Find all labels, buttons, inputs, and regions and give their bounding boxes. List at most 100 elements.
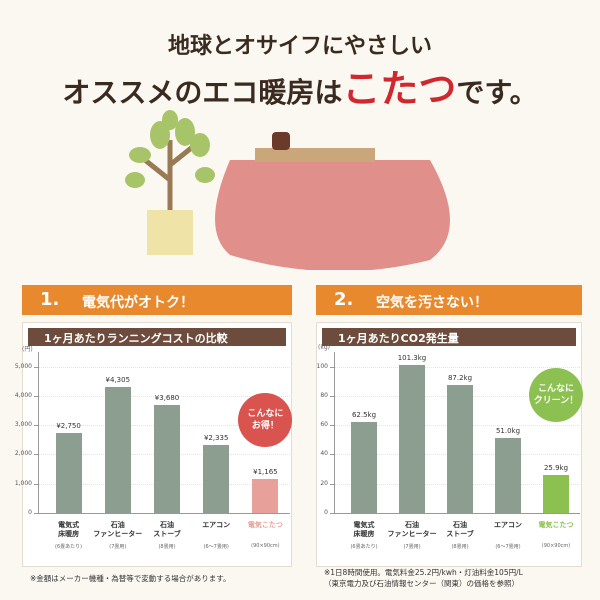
section-label: 空気を汚さない！ xyxy=(376,295,488,311)
section-bar xyxy=(316,285,582,315)
tick-mark xyxy=(34,395,38,397)
footnote: ※1日8時間使用。電気料金25.2円/kwh・灯油料金105円/L （東京電力及… xyxy=(324,568,523,588)
bar xyxy=(154,405,180,513)
bar xyxy=(55,432,82,513)
grid-line xyxy=(334,366,580,368)
y-tick-label: 0 xyxy=(324,509,328,516)
value-label: 51.0kg xyxy=(495,427,521,436)
category-note: (90×90cm) xyxy=(541,543,571,549)
bar xyxy=(104,386,131,513)
tick-mark xyxy=(330,425,334,427)
section-bar xyxy=(22,285,292,315)
x-tick-label: 電気式 床暖房 xyxy=(353,521,375,538)
value-label: ¥2,750 xyxy=(56,421,81,430)
bar xyxy=(447,385,473,513)
headline-pre: オススメのエコ暖房は xyxy=(62,76,343,109)
x-tick-label: 電気式 床暖房 xyxy=(58,521,80,538)
pot xyxy=(147,210,193,255)
y-tick-label: 3,000 xyxy=(14,421,32,429)
tree xyxy=(143,140,197,210)
value-label: 62.5kg xyxy=(351,410,377,419)
y-tick-label: 100 xyxy=(316,362,328,370)
x-tick-label: 電気こたつ xyxy=(247,521,283,529)
bar xyxy=(399,364,425,513)
chart-title: 1ヶ月あたりCO2発生量 xyxy=(338,332,459,345)
category-note: (6畳あたり) xyxy=(350,544,378,550)
value-label: ¥1,165 xyxy=(253,467,278,476)
leaves xyxy=(125,110,215,188)
chart-title: 1ヶ月あたりランニングコストの比較 xyxy=(44,332,228,345)
bar xyxy=(203,444,230,513)
y-tick-label: 60 xyxy=(320,421,328,429)
section-number: 1. xyxy=(40,289,60,310)
tick-mark xyxy=(34,483,38,485)
y-tick-label: 40 xyxy=(320,450,328,458)
section-number: 2. xyxy=(334,289,354,310)
y-tick-label: 1,000 xyxy=(14,479,32,487)
category-note: (6〜7畳用) xyxy=(495,544,521,550)
headline-post: です。 xyxy=(456,76,538,109)
value-label: ¥3,680 xyxy=(154,394,180,403)
y-tick-label: 5,000 xyxy=(14,362,32,370)
bar xyxy=(543,475,569,513)
illustration xyxy=(125,110,450,270)
unit-label: (kg) xyxy=(318,344,330,351)
value-label: 87.2kg xyxy=(447,374,473,383)
bar xyxy=(252,478,279,513)
cup xyxy=(272,132,290,150)
x-axis xyxy=(38,513,290,514)
value-label: 25.9kg xyxy=(543,464,569,473)
callout: こんなに お得！ xyxy=(238,393,293,447)
footnote: ※金額はメーカー機種・為替等で変動する場合があります。 xyxy=(30,574,231,583)
kotatsu-futon xyxy=(215,160,450,270)
bar xyxy=(351,421,377,513)
x-tick-label: エアコン xyxy=(494,521,522,529)
tick-mark xyxy=(330,454,334,456)
headline-1: 地球とオサイフにやさしい xyxy=(167,33,432,59)
grid-line xyxy=(38,395,290,397)
value-label: ¥4,305 xyxy=(105,375,131,384)
x-tick-label: 石油 ストーブ xyxy=(153,521,181,538)
x-tick-label: 電気こたつ xyxy=(538,521,574,529)
category-note: (7畳用) xyxy=(403,544,421,550)
category-note: (8畳用) xyxy=(158,544,176,550)
value-label: 101.3kg xyxy=(397,353,427,362)
headline-em: こたつ xyxy=(342,66,457,111)
panel-title-bar xyxy=(28,328,286,346)
tick-mark xyxy=(34,425,38,427)
tick-mark xyxy=(330,513,334,514)
x-tick-label: 石油 ファンヒーター xyxy=(387,521,437,538)
x-axis xyxy=(334,513,580,514)
section-label: 電気代がオトク！ xyxy=(82,295,194,311)
y-tick-label: 2,000 xyxy=(14,450,32,458)
bar xyxy=(495,438,521,513)
category-note: (90×90cm) xyxy=(251,543,280,549)
headline-2: オススメのエコ暖房はこたつです。 xyxy=(0,58,600,113)
kotatsu-top xyxy=(255,148,375,162)
y-tick-label: 20 xyxy=(320,479,328,487)
tick-mark xyxy=(34,454,38,456)
category-note: (8畳用) xyxy=(451,544,469,550)
category-note: (7畳用) xyxy=(109,544,127,550)
x-tick-label: エアコン xyxy=(202,521,231,529)
x-tick-label: 石油 ファンヒーター xyxy=(93,521,143,538)
category-note: (6畳あたり) xyxy=(55,544,83,550)
y-tick-label: 80 xyxy=(320,391,328,399)
y-tick-label: 0 xyxy=(28,509,32,516)
unit-label: (円) xyxy=(22,346,33,353)
tick-mark xyxy=(330,395,334,397)
y-axis xyxy=(38,352,39,513)
y-tick-label: 4,000 xyxy=(14,391,32,399)
tick-mark xyxy=(330,483,334,485)
y-axis xyxy=(334,352,335,513)
grid-line xyxy=(38,366,290,368)
tick-mark xyxy=(34,513,38,514)
callout: こんなに クリーン！ xyxy=(529,368,583,422)
x-tick-label: 石油 ストーブ xyxy=(446,521,474,538)
category-note: (6〜7畳用) xyxy=(203,544,229,550)
panel-title-bar xyxy=(322,328,576,346)
tick-mark xyxy=(34,366,38,368)
value-label: ¥2,335 xyxy=(203,433,229,442)
tick-mark xyxy=(330,366,334,368)
